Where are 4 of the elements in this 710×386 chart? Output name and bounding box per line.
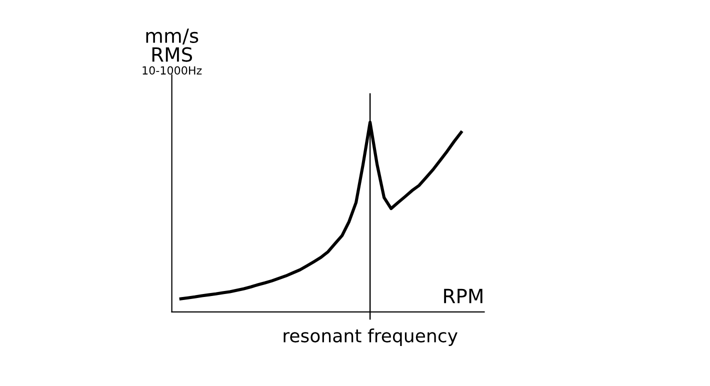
text: 10-1000Hz	[142, 66, 202, 75]
x-axis-title: RPM	[444, 288, 482, 304]
y-axis-title: mm/s RMS	[146, 28, 198, 62]
text: resonant frequency	[284, 328, 458, 346]
